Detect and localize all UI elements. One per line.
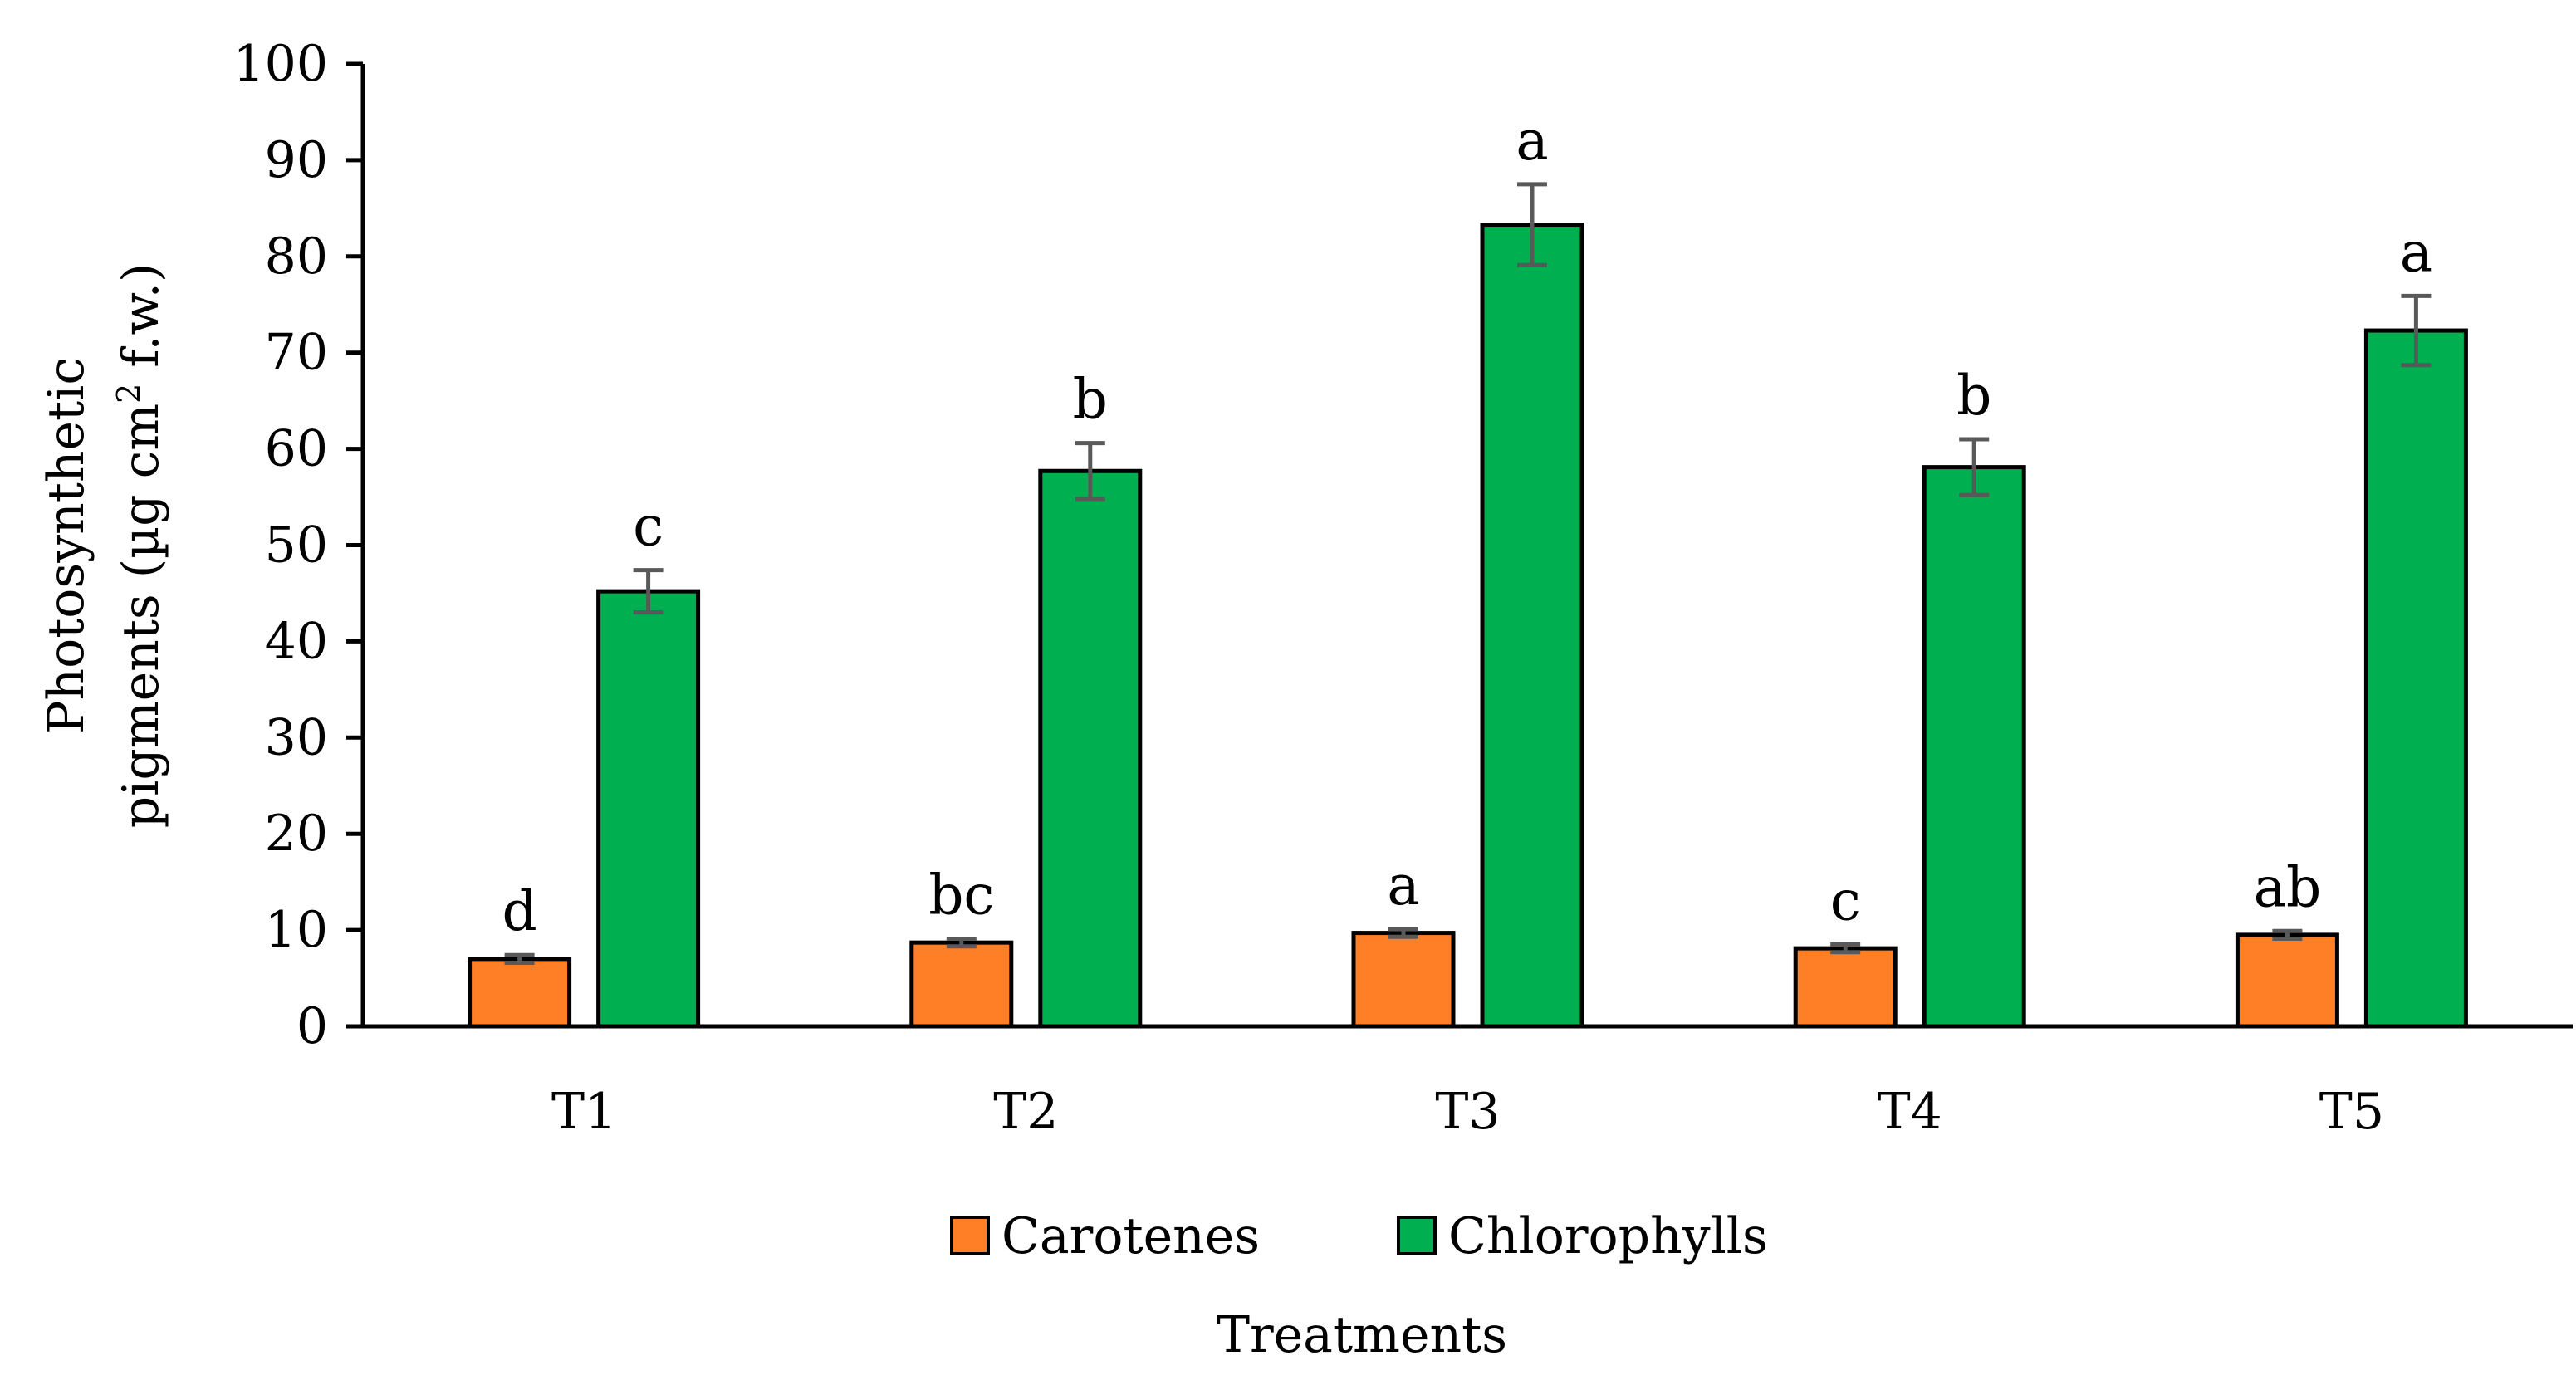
significance-letter-chlorophylls-t4: b bbox=[1956, 364, 1991, 428]
error-bar-carotenes-t2 bbox=[946, 937, 977, 949]
x-category-label-t5: T5 bbox=[2319, 1083, 2384, 1141]
x-axis-title: Treatments bbox=[1217, 1306, 1507, 1364]
y-tick-label: 0 bbox=[296, 997, 328, 1055]
legend: Carotenes Chlorophylls bbox=[950, 1207, 1768, 1265]
x-category-label-t2: T2 bbox=[993, 1083, 1058, 1141]
y-tick-label: 100 bbox=[233, 35, 328, 93]
bar-carotenes-t5 bbox=[2235, 932, 2339, 1029]
bar-chlorophylls-t5 bbox=[2363, 328, 2468, 1029]
significance-letter-carotenes-t5: ab bbox=[2254, 855, 2322, 919]
bar-chlorophylls-t1 bbox=[596, 589, 701, 1029]
error-bar-chlorophylls-t1 bbox=[633, 568, 664, 615]
error-bar-carotenes-t3 bbox=[1388, 927, 1418, 939]
significance-letter-carotenes-t2: bc bbox=[928, 864, 994, 927]
bar-carotenes-t1 bbox=[468, 957, 572, 1029]
significance-letter-carotenes-t1: d bbox=[502, 879, 536, 943]
legend-swatch-chlorophylls bbox=[1397, 1216, 1437, 1255]
significance-letters-layer: d c bc b a a c b ab a bbox=[502, 109, 2432, 943]
significance-letter-chlorophylls-t2: b bbox=[1073, 368, 1108, 432]
bar-carotenes-t4 bbox=[1793, 946, 1898, 1029]
legend-label-chlorophylls: Chlorophylls bbox=[1448, 1207, 1768, 1265]
y-tick-label: 40 bbox=[265, 612, 328, 670]
bar-chlorophylls-t3 bbox=[1480, 223, 1584, 1029]
y-axis-ticks: 0 10 20 30 40 50 60 70 80 90 100 bbox=[233, 35, 363, 1055]
significance-letter-carotenes-t3: a bbox=[1387, 854, 1419, 918]
error-bar-chlorophylls-t3 bbox=[1517, 182, 1547, 267]
y-axis-title-unit-pre: pigments (µg cm bbox=[112, 404, 170, 828]
y-tick-label: 90 bbox=[265, 131, 328, 189]
bar-carotenes-t3 bbox=[1351, 931, 1456, 1029]
y-axis-title-unit-post: f.w.) bbox=[112, 263, 170, 384]
significance-letter-chlorophylls-t5: a bbox=[2400, 220, 2432, 284]
error-bar-chlorophylls-t4 bbox=[1959, 437, 1990, 497]
x-category-label-t4: T4 bbox=[1878, 1083, 1942, 1141]
error-bar-carotenes-t4 bbox=[1830, 942, 1861, 955]
significance-letter-chlorophylls-t1: c bbox=[633, 495, 664, 559]
y-tick-label: 50 bbox=[265, 516, 328, 575]
y-axis-title-line1: Photosynthetic bbox=[37, 357, 95, 734]
x-category-label-t3: T3 bbox=[1435, 1083, 1500, 1141]
error-bars-layer bbox=[504, 182, 2432, 966]
bar-chlorophylls-t4 bbox=[1922, 465, 2026, 1029]
bars-layer bbox=[468, 223, 2468, 1029]
error-bar-carotenes-t1 bbox=[504, 952, 535, 966]
y-axis-title-unit-sup: 2 bbox=[110, 384, 147, 404]
y-tick-label: 10 bbox=[265, 901, 328, 959]
bar-carotenes-t2 bbox=[909, 940, 1014, 1029]
error-bar-chlorophylls-t5 bbox=[2401, 293, 2432, 368]
x-category-label-t1: T1 bbox=[551, 1083, 616, 1141]
y-tick-label: 70 bbox=[265, 324, 328, 382]
significance-letter-chlorophylls-t3: a bbox=[1516, 109, 1548, 173]
y-tick-label: 80 bbox=[265, 228, 328, 286]
error-bar-chlorophylls-t2 bbox=[1075, 441, 1105, 502]
bar-chlorophylls-t2 bbox=[1038, 468, 1143, 1029]
x-axis-categories: T1 T2 T3 T4 T5 bbox=[551, 1083, 2384, 1141]
y-axis-title-line2: pigments (µg cm2 f.w.) bbox=[110, 263, 170, 829]
y-tick-label: 20 bbox=[265, 805, 328, 863]
y-tick-label: 30 bbox=[265, 708, 328, 766]
legend-label-carotenes: Carotenes bbox=[1002, 1207, 1260, 1265]
error-bar-carotenes-t5 bbox=[2272, 928, 2303, 942]
legend-swatch-carotenes bbox=[950, 1216, 990, 1255]
y-tick-label: 60 bbox=[265, 420, 328, 478]
significance-letter-carotenes-t4: c bbox=[1830, 869, 1861, 932]
